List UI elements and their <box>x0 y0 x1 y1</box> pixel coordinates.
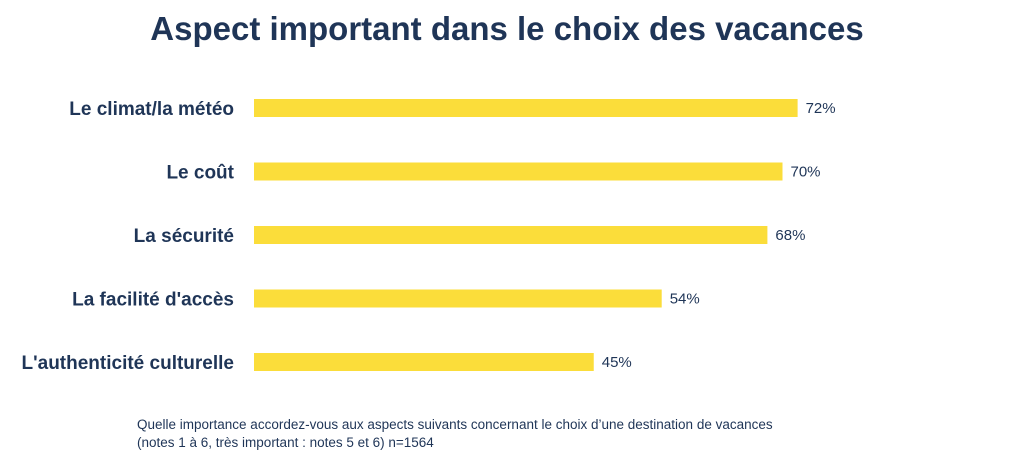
footnote-question: Quelle importance accordez-vous aux aspe… <box>137 417 773 432</box>
footnote: Quelle importance accordez-vous aux aspe… <box>137 416 937 452</box>
bar-la-facilite-d-acces <box>254 289 662 308</box>
bar-l-authenticite-culturelle <box>254 353 594 371</box>
category-label-le-cout: Le coût <box>166 163 234 184</box>
bar-la-securite <box>254 226 768 244</box>
value-label-la-facilite-d-acces: 54% <box>670 291 700 308</box>
bar-le-cout <box>254 162 783 181</box>
value-label-le-cout: 70% <box>791 164 821 181</box>
category-label-la-securite: La sécurité <box>134 226 234 247</box>
value-label-la-securite: 68% <box>775 227 805 244</box>
bar-le-climat-la-meteo <box>254 99 798 117</box>
category-label-l-authenticite-culturelle: L'authenticité culturelle <box>22 353 235 374</box>
category-label-le-climat-la-meteo: Le climat/la météo <box>69 99 234 120</box>
category-label-la-facilite-d-acces: La facilité d'accès <box>72 290 234 311</box>
value-label-l-authenticite-culturelle: 45% <box>602 354 632 371</box>
chart-title: Aspect important dans le choix des vacan… <box>150 10 864 47</box>
value-label-le-climat-la-meteo: 72% <box>806 100 836 117</box>
footnote-details: (notes 1 à 6, très important : notes 5 e… <box>137 435 434 450</box>
